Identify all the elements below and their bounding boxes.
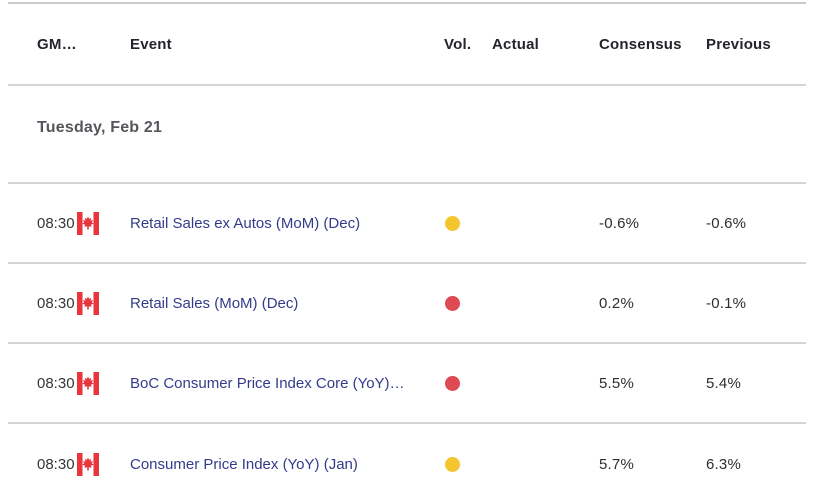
canada-flag-icon [76,211,99,235]
volatility-cell [444,295,492,311]
event-time: 08:30 [37,455,75,473]
consensus-value: 5.5% [599,374,634,392]
column-header-event[interactable]: Event [130,35,172,53]
event-link[interactable]: Retail Sales ex Autos (MoM) (Dec) [130,214,361,232]
table-row[interactable]: 08:30 Consumer Price Index (YoY) (Jan) 5… [8,424,806,497]
column-header-consensus[interactable]: Consensus [599,35,682,53]
time-cell: 08:30 [37,211,130,235]
event-time: 08:30 [37,294,75,312]
table-row[interactable]: 08:30 Retail Sales (MoM) (Dec) 0.2% -0.1… [8,264,806,344]
previous-value: 5.4% [706,374,741,392]
column-header-actual[interactable]: Actual [492,35,540,53]
time-cell: 08:30 [37,291,130,315]
table-header-row: GM… Event Vol. Actual Consensus Previous [8,4,806,86]
table-row[interactable]: 08:30 Retail Sales ex Autos (MoM) (Dec) … [8,184,806,264]
column-header-vol[interactable]: Vol. [444,35,472,53]
event-time: 08:30 [37,374,75,392]
time-cell: 08:30 [37,452,130,476]
volatility-cell [444,215,492,231]
previous-value: -0.1% [706,294,747,312]
volatility-dot-high [445,295,460,311]
previous-value: -0.6% [706,214,747,232]
volatility-cell [444,456,492,472]
consensus-value: 5.7% [599,455,634,473]
canada-flag-icon [76,371,99,395]
event-link[interactable]: Consumer Price Index (YoY) (Jan) [130,455,358,473]
previous-value: 6.3% [706,455,741,473]
event-link[interactable]: Retail Sales (MoM) (Dec) [130,294,299,312]
event-time: 08:30 [37,214,75,232]
volatility-dot-medium [445,456,460,472]
volatility-dot-high [445,375,460,391]
date-group-row: Tuesday, Feb 21 [8,86,806,184]
canada-flag-icon [76,291,99,315]
column-header-gmt[interactable]: GM… [37,35,77,53]
column-header-previous[interactable]: Previous [706,35,771,53]
date-group-label: Tuesday, Feb 21 [37,119,163,136]
volatility-dot-medium [445,215,460,231]
volatility-cell [444,375,492,391]
time-cell: 08:30 [37,371,130,395]
event-link[interactable]: BoC Consumer Price Index Core (YoY)… [130,374,405,392]
table-row[interactable]: 08:30 BoC Consumer Price Index Core (YoY… [8,344,806,424]
consensus-value: -0.6% [599,214,640,232]
economic-calendar-table: GM… Event Vol. Actual Consensus Previous… [8,2,806,497]
consensus-value: 0.2% [599,294,634,312]
canada-flag-icon [76,452,99,476]
